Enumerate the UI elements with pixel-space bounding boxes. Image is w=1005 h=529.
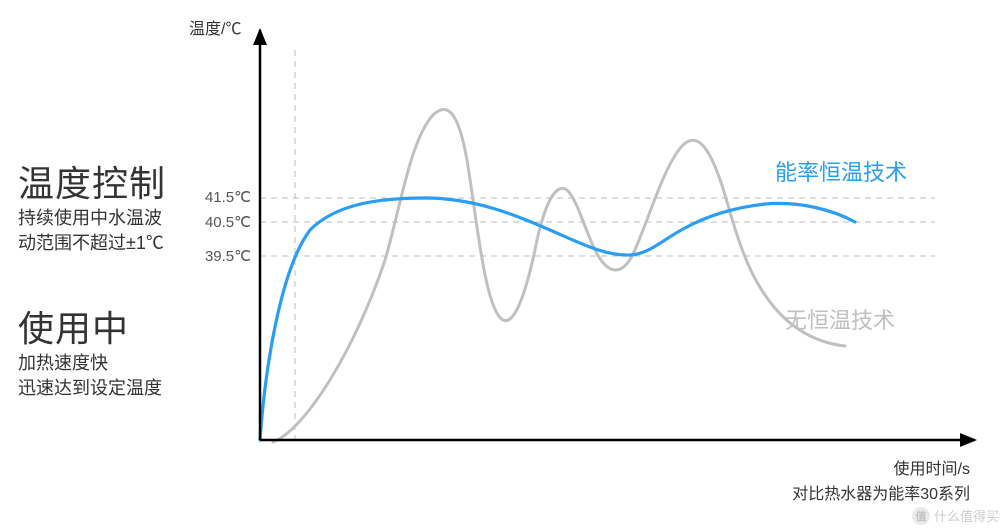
series-label-blue: 能率恒温技术: [775, 155, 907, 187]
sub-temp-control-l1: 持续使用中水温波: [18, 205, 162, 232]
sub-temp-control-l2: 动范围不超过±1℃: [18, 230, 164, 257]
watermark-badge-icon: 值: [912, 507, 930, 525]
x-caption-line1: 使用时间/s: [670, 455, 970, 479]
chart-container: 温度/℃ 41.5℃ 40.5℃ 39.5℃ 能率恒温技术 无恒温技术 使用时间…: [185, 10, 985, 510]
heading-in-use: 使用中: [18, 300, 129, 352]
series-label-gray: 无恒温技术: [785, 303, 895, 335]
ytick-41-5: 41.5℃: [191, 188, 251, 206]
ytick-39-5: 39.5℃: [191, 247, 251, 265]
watermark: 值 什么值得买: [912, 506, 999, 525]
chart-svg: [185, 10, 985, 510]
heading-temp-control: 温度控制: [18, 155, 166, 207]
watermark-text: 什么值得买: [934, 506, 999, 525]
y-axis-label: 温度/℃: [189, 15, 241, 39]
sub-in-use-l1: 加热速度快: [18, 350, 108, 377]
ytick-40-5: 40.5℃: [191, 213, 251, 231]
x-caption-line2: 对比热水器为能率30系列: [670, 480, 970, 504]
sub-in-use-l2: 迅速达到设定温度: [18, 375, 162, 402]
